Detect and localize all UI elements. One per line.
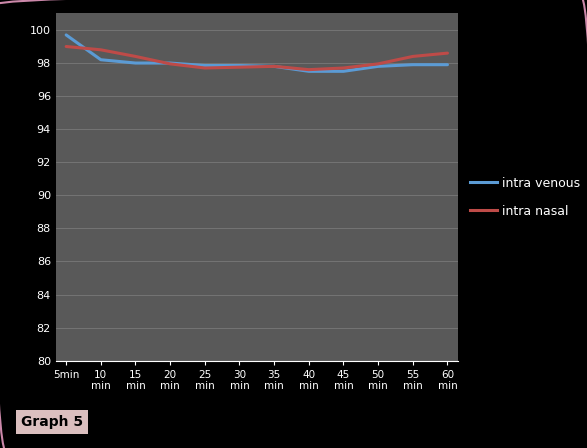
Legend: intra venous, intra nasal: intra venous, intra nasal — [470, 177, 581, 218]
Text: Oxygen saturation.: Oxygen saturation. — [103, 415, 249, 429]
Text: Graph 5: Graph 5 — [21, 415, 83, 429]
